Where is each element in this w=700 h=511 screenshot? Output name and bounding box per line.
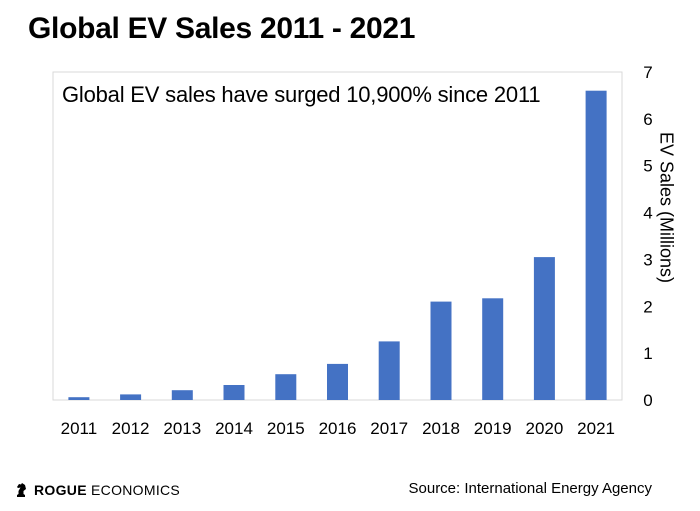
- y-tick-label: 2: [643, 297, 652, 316]
- bar-2014: [223, 385, 245, 400]
- y-tick-label: 7: [643, 63, 652, 82]
- y-tick-labels: 0 1 2 3 4 5 6 7: [643, 63, 652, 410]
- x-tick-label: 2020: [525, 419, 563, 438]
- knight-icon: [17, 483, 26, 497]
- y-axis-label: EV Sales (Millions): [656, 132, 677, 284]
- x-tick-labels: 2011 2012 2013 2014 2015 2016 2017 2018 2019 2020…: [61, 419, 615, 438]
- source-note: Source: International Energy Agency: [408, 480, 653, 497]
- x-tick-label: 2016: [319, 419, 357, 438]
- bar-2018: [430, 301, 452, 400]
- bar-2013: [171, 390, 193, 400]
- brand-logo: ROGUE ECONOMICS: [14, 481, 180, 499]
- bar-2012: [120, 394, 142, 400]
- x-tick-label: 2015: [267, 419, 305, 438]
- bar-2019: [482, 298, 504, 400]
- y-tick-label: 0: [643, 391, 652, 410]
- bar-2021: [585, 90, 607, 400]
- y-tick-label: 6: [643, 110, 652, 129]
- x-tick-label: 2018: [422, 419, 460, 438]
- bar-2015: [275, 374, 297, 400]
- y-tick-label: 4: [643, 204, 652, 223]
- bars-group: [68, 90, 607, 400]
- y-tick-label: 1: [643, 344, 652, 363]
- x-tick-label: 2017: [370, 419, 408, 438]
- x-tick-label: 2014: [215, 419, 253, 438]
- chart-annotation: Global EV sales have surged 10,900% sinc…: [62, 82, 541, 107]
- x-tick-label: 2012: [112, 419, 150, 438]
- x-tick-label: 2021: [577, 419, 615, 438]
- bar-2017: [378, 341, 400, 400]
- bar-2020: [533, 257, 555, 400]
- brand-name: ROGUE ECONOMICS: [34, 482, 181, 498]
- y-tick-label: 3: [643, 250, 652, 269]
- chart-title: Global EV Sales 2011 - 2021: [28, 12, 416, 45]
- y-tick-label: 5: [643, 157, 652, 176]
- x-tick-label: 2019: [474, 419, 512, 438]
- x-tick-label: 2011: [61, 419, 98, 438]
- bar-2016: [327, 363, 348, 400]
- x-tick-label: 2013: [163, 419, 201, 438]
- bar-2011: [68, 397, 90, 400]
